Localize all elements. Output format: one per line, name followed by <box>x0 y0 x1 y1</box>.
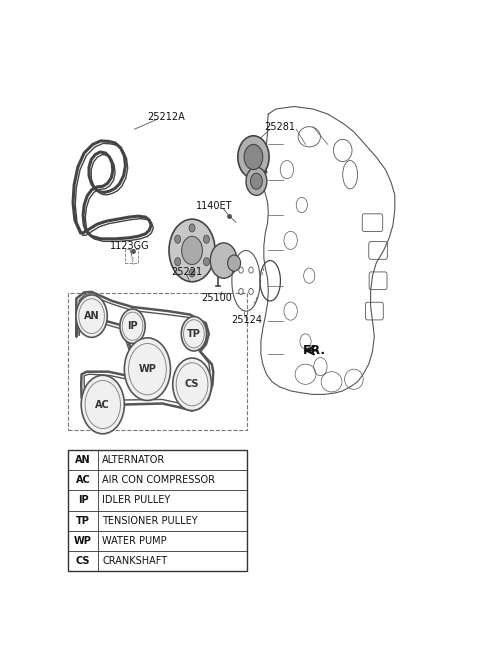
Circle shape <box>189 224 195 232</box>
Circle shape <box>244 144 263 170</box>
Text: CS: CS <box>185 379 199 389</box>
Text: IDLER PULLEY: IDLER PULLEY <box>102 495 171 506</box>
Text: CRANKSHAFT: CRANKSHAFT <box>102 556 168 566</box>
Text: AC: AC <box>96 400 110 409</box>
Circle shape <box>189 269 195 277</box>
Bar <box>68 450 247 571</box>
Text: TP: TP <box>187 329 201 338</box>
Text: 25100: 25100 <box>201 293 232 303</box>
Text: 25212A: 25212A <box>147 112 185 121</box>
Circle shape <box>175 235 180 243</box>
Ellipse shape <box>228 255 240 271</box>
Text: WATER PUMP: WATER PUMP <box>102 536 167 546</box>
Circle shape <box>173 358 211 411</box>
Bar <box>68 293 247 430</box>
Text: 1123GG: 1123GG <box>110 241 150 251</box>
Circle shape <box>124 338 170 400</box>
Text: IP: IP <box>127 321 138 331</box>
Text: AN: AN <box>75 455 91 465</box>
Text: 1140ET: 1140ET <box>196 201 233 211</box>
Circle shape <box>181 317 206 351</box>
Circle shape <box>175 258 180 266</box>
Circle shape <box>76 295 107 337</box>
Circle shape <box>204 258 209 266</box>
Circle shape <box>204 235 209 243</box>
Circle shape <box>120 309 145 343</box>
Text: AC: AC <box>76 476 90 485</box>
Circle shape <box>238 136 269 178</box>
Text: TP: TP <box>76 516 90 525</box>
Text: CS: CS <box>76 556 90 566</box>
Circle shape <box>182 236 203 264</box>
Circle shape <box>246 167 267 195</box>
Circle shape <box>81 375 124 434</box>
Text: 25124: 25124 <box>231 315 262 325</box>
Text: 25281: 25281 <box>264 122 295 132</box>
Text: AIR CON COMPRESSOR: AIR CON COMPRESSOR <box>102 476 216 485</box>
Text: AN: AN <box>84 311 99 321</box>
Text: FR.: FR. <box>302 344 325 357</box>
Text: WP: WP <box>139 364 156 374</box>
Circle shape <box>251 173 263 190</box>
Text: ALTERNATOR: ALTERNATOR <box>102 455 166 465</box>
Text: WP: WP <box>74 536 92 546</box>
Circle shape <box>169 219 215 282</box>
Text: IP: IP <box>78 495 88 506</box>
Bar <box>125 249 138 263</box>
Text: 25221: 25221 <box>171 267 202 277</box>
Ellipse shape <box>210 243 237 278</box>
Text: TENSIONER PULLEY: TENSIONER PULLEY <box>102 516 198 525</box>
